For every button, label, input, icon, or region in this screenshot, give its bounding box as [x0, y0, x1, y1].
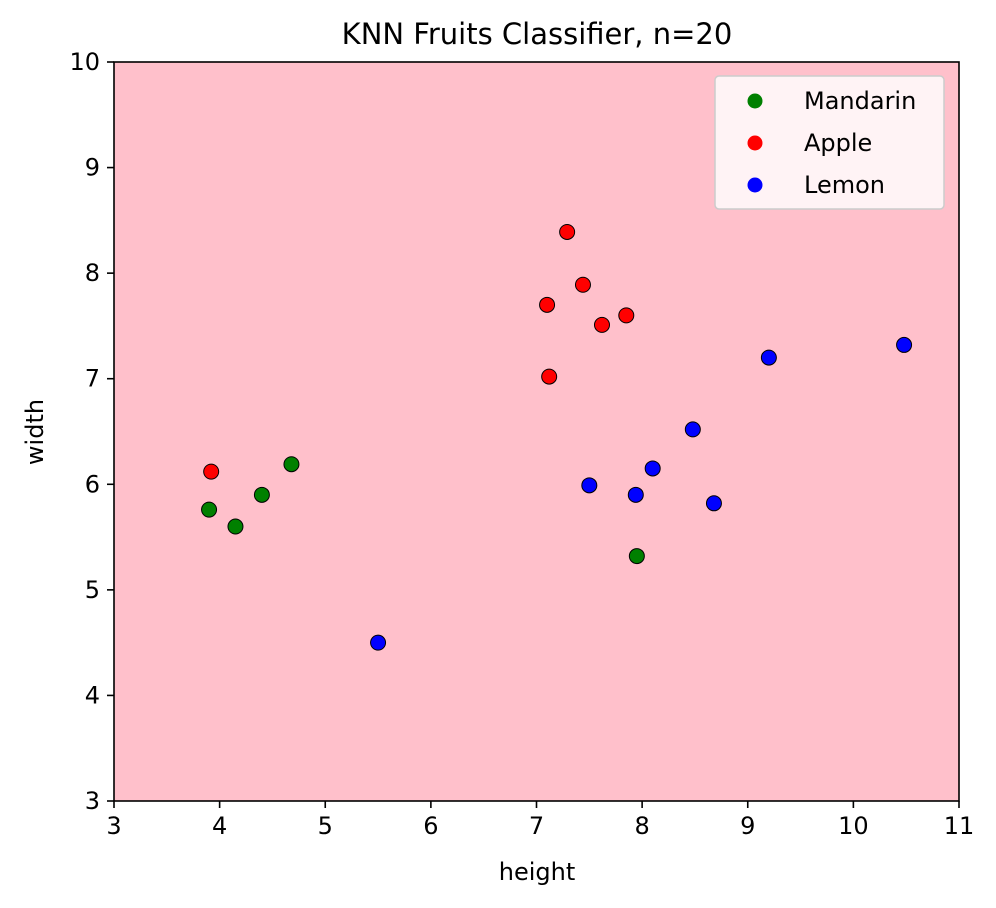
x-axis-label: height: [499, 858, 576, 886]
x-tick-label: 6: [423, 812, 438, 840]
data-point-mandarin: [227, 518, 244, 535]
data-point-apple: [559, 223, 576, 240]
legend-label-apple: Apple: [804, 129, 872, 157]
y-tick-label: 7: [85, 365, 100, 393]
y-axis-label: width: [21, 399, 49, 465]
x-axis: 3 4 5 6 7 8 9 10 11: [106, 801, 974, 840]
y-tick-label: 6: [85, 470, 100, 498]
x-tick-label: 4: [212, 812, 227, 840]
y-tick-label: 4: [85, 681, 100, 709]
legend-marker-lemon: [747, 177, 763, 193]
legend: Mandarin Apple Lemon: [714, 75, 945, 210]
legend-marker-mandarin: [747, 93, 763, 109]
data-point-apple: [203, 463, 220, 480]
legend-marker-apple: [747, 135, 763, 151]
legend-label-lemon: Lemon: [804, 171, 885, 199]
data-point-mandarin: [201, 501, 218, 518]
data-point-lemon: [760, 349, 777, 366]
x-tick-label: 9: [740, 812, 755, 840]
data-point-mandarin: [628, 548, 645, 565]
y-tick-label: 9: [85, 154, 100, 182]
data-point-lemon: [627, 486, 644, 503]
data-point-lemon: [644, 460, 661, 477]
x-tick-label: 8: [634, 812, 649, 840]
x-tick-label: 5: [318, 812, 333, 840]
y-tick-label: 8: [85, 259, 100, 287]
data-point-apple: [541, 368, 558, 385]
data-point-lemon: [896, 336, 913, 353]
x-tick-label: 11: [944, 812, 975, 840]
x-tick-label: 3: [106, 812, 121, 840]
x-tick-label: 10: [838, 812, 869, 840]
x-tick-label: 7: [529, 812, 544, 840]
y-axis: 3 4 5 6 7 8 9 10: [69, 48, 114, 815]
y-tick-label: 5: [85, 576, 100, 604]
legend-label-mandarin: Mandarin: [804, 87, 916, 115]
data-point-apple: [539, 296, 556, 313]
data-point-mandarin: [283, 456, 300, 473]
data-point-lemon: [581, 477, 598, 494]
data-point-lemon: [705, 495, 722, 512]
data-point-lemon: [370, 634, 387, 651]
y-tick-label: 10: [69, 48, 100, 76]
data-point-apple: [574, 276, 591, 293]
y-tick-label: 3: [85, 787, 100, 815]
data-points: [201, 223, 913, 651]
data-point-apple: [593, 316, 610, 333]
data-point-apple: [618, 307, 635, 324]
chart-title: KNN Fruits Classifier, n=20: [342, 17, 733, 51]
legend-box: [714, 75, 945, 210]
data-point-mandarin: [253, 486, 270, 503]
data-point-lemon: [684, 421, 701, 438]
